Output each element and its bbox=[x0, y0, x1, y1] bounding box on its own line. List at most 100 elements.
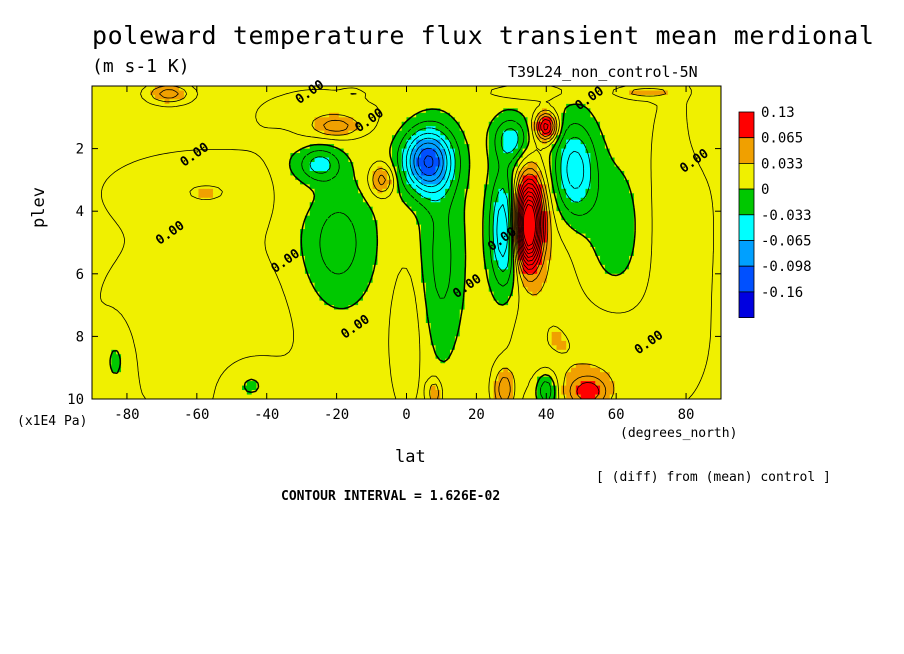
heat-cell bbox=[580, 148, 587, 154]
heat-cell bbox=[435, 251, 441, 257]
heat-cell bbox=[174, 233, 180, 239]
heat-cell bbox=[309, 229, 316, 235]
heat-cell bbox=[716, 197, 721, 203]
heat-cell bbox=[691, 184, 698, 190]
heat-cell bbox=[396, 135, 403, 141]
heat-cell bbox=[338, 121, 345, 127]
heat-cell bbox=[629, 175, 635, 181]
heat-cell bbox=[338, 211, 345, 217]
heat-cell bbox=[571, 224, 577, 230]
heat-cell bbox=[609, 242, 616, 248]
heat-cell bbox=[362, 220, 369, 226]
heat-cell bbox=[508, 148, 514, 154]
heat-cell bbox=[314, 179, 321, 185]
heat-cell bbox=[672, 251, 679, 257]
heat-cell bbox=[101, 148, 108, 154]
heat-cell bbox=[372, 197, 379, 203]
heat-cell bbox=[261, 242, 267, 248]
heat-cell bbox=[537, 238, 543, 244]
heat-cell bbox=[125, 246, 132, 253]
heat-cell bbox=[295, 238, 301, 244]
heat-cell bbox=[696, 139, 703, 145]
heat-cell bbox=[130, 144, 137, 150]
heat-cell bbox=[517, 233, 524, 239]
heat-cell bbox=[362, 170, 369, 177]
heat-cell bbox=[130, 220, 137, 226]
heat-cell bbox=[527, 94, 533, 101]
heat-cell bbox=[300, 153, 306, 159]
heat-cell bbox=[387, 139, 393, 145]
heat-cell bbox=[353, 188, 359, 194]
heat-cell bbox=[701, 86, 708, 92]
heat-cell bbox=[227, 255, 233, 261]
heat-cell bbox=[421, 94, 427, 101]
heat-cell bbox=[658, 135, 664, 141]
heat-cell bbox=[629, 86, 635, 92]
heat-cell bbox=[314, 157, 321, 163]
heat-cell bbox=[372, 144, 379, 150]
heat-cell bbox=[285, 242, 291, 248]
heat-cell bbox=[580, 108, 587, 114]
heat-cell bbox=[237, 202, 243, 208]
heat-cell bbox=[101, 130, 108, 136]
heat-cell bbox=[116, 103, 122, 109]
heat-cell bbox=[198, 224, 204, 230]
heat-cell bbox=[435, 206, 441, 212]
heat-cell bbox=[232, 148, 238, 154]
heat-cell bbox=[643, 251, 650, 257]
heat-cell bbox=[638, 166, 645, 172]
heat-cell bbox=[130, 162, 137, 168]
heat-cell bbox=[445, 206, 451, 212]
heat-cell bbox=[348, 135, 354, 141]
heat-cell bbox=[459, 215, 466, 221]
heat-cell bbox=[687, 251, 693, 257]
heat-cell bbox=[522, 193, 529, 199]
heat-cell bbox=[406, 157, 412, 163]
heat-cell bbox=[595, 202, 601, 208]
heat-cell bbox=[682, 175, 688, 181]
heat-cell bbox=[246, 175, 253, 181]
heat-cell bbox=[682, 193, 688, 199]
heat-cell bbox=[256, 255, 262, 261]
heat-cell bbox=[150, 112, 156, 118]
heat-cell bbox=[183, 108, 190, 114]
heat-cell bbox=[237, 90, 243, 96]
heat-cell bbox=[435, 144, 441, 150]
heat-cell bbox=[677, 148, 683, 154]
heat-cell bbox=[251, 242, 258, 248]
heat-cell bbox=[285, 206, 291, 212]
heat-cell bbox=[619, 86, 625, 92]
heat-cell bbox=[266, 179, 272, 185]
heat-cell bbox=[382, 224, 388, 230]
heat-cell bbox=[280, 130, 287, 136]
heat-cell bbox=[595, 179, 601, 185]
heat-cell bbox=[604, 99, 611, 105]
heat-cell bbox=[653, 229, 659, 235]
heat-cell bbox=[135, 184, 141, 190]
heat-cell bbox=[440, 224, 446, 230]
heat-cell bbox=[135, 117, 141, 123]
heat-cell bbox=[145, 215, 151, 221]
heat-cell bbox=[425, 108, 432, 114]
heat-cell bbox=[377, 220, 383, 226]
heat-cell bbox=[343, 94, 350, 101]
heat-cell bbox=[609, 103, 616, 109]
heat-cell bbox=[512, 170, 519, 177]
heat-cell bbox=[401, 175, 408, 181]
heat-cell bbox=[290, 246, 296, 253]
heat-cell bbox=[92, 251, 98, 257]
heat-cell bbox=[406, 215, 412, 221]
heat-cell bbox=[498, 162, 504, 168]
heat-cell bbox=[691, 229, 698, 235]
heat-cell bbox=[469, 170, 475, 177]
heat-cell bbox=[159, 193, 166, 199]
heat-cell bbox=[358, 103, 364, 109]
heat-cell bbox=[643, 112, 650, 118]
heat-cell bbox=[101, 215, 108, 221]
heat-cell bbox=[348, 193, 354, 199]
heat-cell bbox=[498, 103, 504, 109]
heat-cell bbox=[479, 246, 485, 253]
heat-cell bbox=[217, 121, 224, 127]
heat-cell bbox=[479, 206, 485, 212]
heat-cell bbox=[130, 135, 137, 141]
